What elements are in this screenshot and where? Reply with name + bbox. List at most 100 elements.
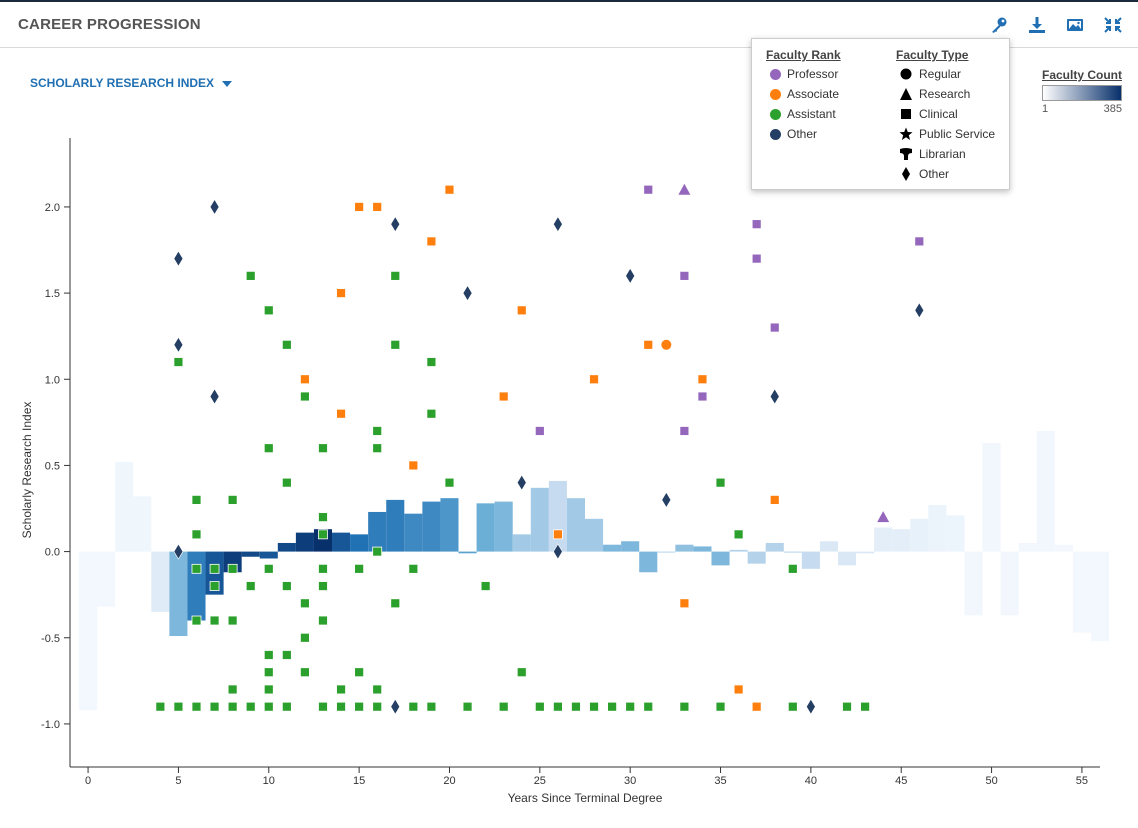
count-bar-2[interactable] <box>115 461 134 552</box>
count-bar-52[interactable] <box>1018 542 1037 552</box>
point-assistant-square[interactable] <box>209 701 220 712</box>
point-other-diamond[interactable] <box>553 216 563 233</box>
point-assistant-square[interactable] <box>625 701 636 712</box>
point-assistant-square[interactable] <box>300 391 310 402</box>
count-bar-10[interactable] <box>259 551 278 559</box>
point-professor-square[interactable] <box>534 426 545 436</box>
point-assistant-square[interactable] <box>498 701 509 712</box>
point-other-diamond[interactable] <box>661 491 672 508</box>
legend-type-research[interactable]: Research <box>899 87 970 101</box>
point-assistant-square[interactable] <box>300 667 310 678</box>
count-bar-9[interactable] <box>241 551 260 557</box>
point-assistant-square[interactable] <box>787 563 798 574</box>
count-bar-31[interactable] <box>639 551 658 573</box>
point-associate-square[interactable] <box>751 701 762 712</box>
point-assistant-square[interactable] <box>318 615 328 626</box>
point-professor-square[interactable] <box>643 184 654 195</box>
point-assistant-square[interactable] <box>679 701 690 712</box>
legend-type-librarian[interactable]: Librarian <box>899 147 966 161</box>
point-assistant-square[interactable] <box>408 701 419 712</box>
count-bar-4[interactable] <box>151 551 170 612</box>
legend-type-regular[interactable]: Regular <box>899 67 961 81</box>
point-assistant-square[interactable] <box>426 408 437 419</box>
point-associate-square[interactable] <box>679 598 690 609</box>
point-assistant-square[interactable] <box>715 477 726 488</box>
count-bar-29[interactable] <box>603 544 622 552</box>
point-other-diamond[interactable] <box>516 474 527 491</box>
count-bar-5[interactable] <box>169 551 188 637</box>
point-assistant-square[interactable] <box>209 563 220 574</box>
legend-rank-assistant[interactable]: Assistant <box>770 107 836 121</box>
point-assistant-square[interactable] <box>173 701 184 712</box>
key-icon[interactable] <box>990 16 1008 34</box>
count-bar-41[interactable] <box>819 541 838 552</box>
count-bar-45[interactable] <box>892 529 911 552</box>
count-bar-25[interactable] <box>530 487 549 552</box>
point-assistant-square[interactable] <box>281 581 292 591</box>
point-assistant-square[interactable] <box>191 529 202 540</box>
point-assistant-square[interactable] <box>571 701 581 712</box>
legend-type-clinical[interactable]: Clinical <box>899 107 958 121</box>
count-bar-23[interactable] <box>494 501 513 552</box>
count-bar-20[interactable] <box>440 498 459 552</box>
point-assistant-square[interactable] <box>372 546 383 557</box>
count-bar-43[interactable] <box>856 551 875 554</box>
count-bar-21[interactable] <box>458 551 477 554</box>
count-bar-18[interactable] <box>404 513 423 552</box>
legend-rank-professor[interactable]: Professor <box>770 67 838 81</box>
count-bar-47[interactable] <box>928 505 947 552</box>
point-other-diamond[interactable] <box>173 543 184 560</box>
point-assistant-square[interactable] <box>318 581 328 591</box>
count-bar-28[interactable] <box>585 518 604 552</box>
point-assistant-square[interactable] <box>426 701 437 712</box>
point-assistant-square[interactable] <box>191 494 202 505</box>
point-professor-square[interactable] <box>751 219 762 230</box>
count-bar-30[interactable] <box>621 541 640 552</box>
point-assistant-square[interactable] <box>354 667 365 678</box>
point-assistant-square[interactable] <box>516 667 527 678</box>
count-bar-15[interactable] <box>350 534 369 552</box>
point-assistant-square[interactable] <box>263 667 274 678</box>
legend-rank-other[interactable]: Other <box>770 127 817 141</box>
point-other-diamond[interactable] <box>390 216 401 233</box>
count-bar-44[interactable] <box>874 527 893 552</box>
count-bar-51[interactable] <box>1000 551 1019 616</box>
count-bar-3[interactable] <box>133 496 152 552</box>
point-professor-square[interactable] <box>679 426 690 436</box>
point-assistant-square[interactable] <box>787 701 798 712</box>
point-associate-square[interactable] <box>643 339 654 350</box>
point-assistant-square[interactable] <box>227 494 238 505</box>
count-bar-0[interactable] <box>79 551 98 711</box>
point-assistant-square[interactable] <box>444 477 455 488</box>
point-assistant-square[interactable] <box>281 701 292 712</box>
count-bar-24[interactable] <box>512 534 531 552</box>
point-associate-square[interactable] <box>354 202 365 212</box>
point-assistant-square[interactable] <box>372 701 383 712</box>
count-bar-36[interactable] <box>729 549 748 552</box>
point-assistant-square[interactable] <box>860 701 870 712</box>
point-professor-triangle[interactable] <box>678 183 691 195</box>
image-icon[interactable] <box>1066 16 1084 34</box>
point-assistant-square[interactable] <box>552 701 563 712</box>
point-assistant-square[interactable] <box>480 581 491 591</box>
count-bar-50[interactable] <box>982 443 1001 552</box>
point-other-diamond[interactable] <box>769 388 780 405</box>
point-assistant-square[interactable] <box>589 701 599 712</box>
point-assistant-square[interactable] <box>263 701 274 712</box>
point-assistant-square[interactable] <box>318 512 328 523</box>
point-other-diamond[interactable] <box>625 267 636 284</box>
point-assistant-square[interactable] <box>227 701 238 712</box>
count-bar-19[interactable] <box>422 501 441 552</box>
point-assistant-square[interactable] <box>372 684 383 695</box>
point-assistant-square[interactable] <box>336 701 346 712</box>
point-assistant-square[interactable] <box>263 650 274 660</box>
point-assistant-square[interactable] <box>263 305 274 316</box>
count-bar-42[interactable] <box>837 551 857 566</box>
count-bar-56[interactable] <box>1090 551 1110 642</box>
point-assistant-square[interactable] <box>227 684 238 695</box>
point-assistant-square[interactable] <box>390 339 401 350</box>
point-assistant-square[interactable] <box>263 684 274 695</box>
count-bar-32[interactable] <box>657 551 676 553</box>
point-assistant-square[interactable] <box>408 563 419 574</box>
point-associate-square[interactable] <box>300 374 310 385</box>
